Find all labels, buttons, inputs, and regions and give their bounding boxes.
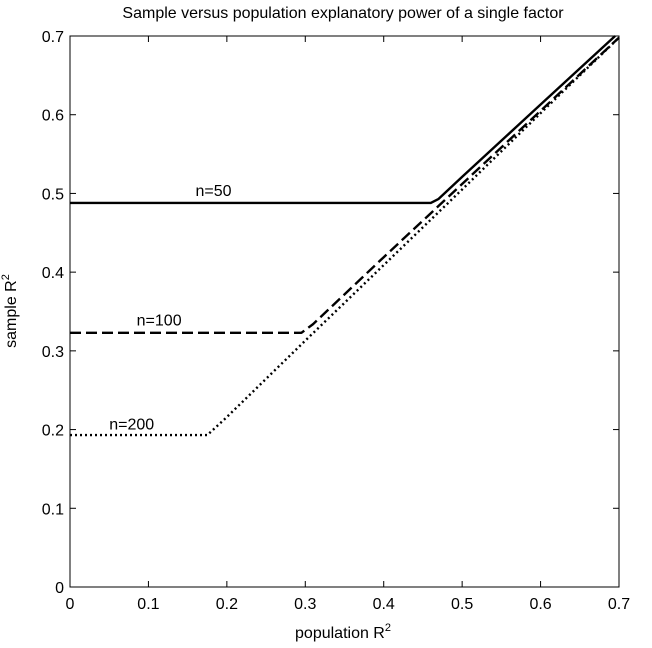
- x-axis-ticks: 0 0.1 0.2 0.3 0.4 0.5 0.6 0.7: [66, 36, 630, 613]
- y-tick-label: 0.7: [42, 29, 64, 46]
- y-axis-ticks: 0 0.1 0.2 0.3 0.4 0.5 0.6 0.7: [42, 29, 619, 597]
- x-tick-label: 0: [66, 596, 75, 613]
- y-tick-label: 0: [55, 580, 64, 597]
- series-annotation: n=100: [137, 313, 182, 330]
- series-line-solid: [70, 35, 616, 205]
- plot-area: [69, 35, 620, 588]
- y-tick-label: 0.3: [42, 344, 64, 361]
- y-tick-label: 0.4: [42, 265, 64, 282]
- y-tick-label: 0.1: [42, 501, 64, 518]
- series-line-dotted: [70, 36, 620, 437]
- x-tick-label: 0.1: [137, 596, 159, 613]
- y-axis-label: sample R2: [0, 274, 20, 348]
- series-group: [70, 35, 620, 437]
- x-tick-label: 0.3: [294, 596, 316, 613]
- annotation-group: n=50 n=100 n=200: [109, 183, 231, 434]
- x-axis-label: population R2: [295, 622, 391, 642]
- y-tick-label: 0.6: [42, 108, 64, 125]
- x-tick-label: 0.2: [216, 596, 238, 613]
- y-tick-label: 0.5: [42, 186, 64, 203]
- series-line-dashed: [70, 36, 620, 334]
- series-annotation: n=200: [109, 417, 154, 434]
- chart-title: Sample versus population explanatory pow…: [122, 5, 564, 22]
- x-tick-label: 0.6: [529, 596, 551, 613]
- x-tick-label: 0.5: [451, 596, 473, 613]
- y-tick-label: 0.2: [42, 423, 64, 440]
- x-tick-label: 0.4: [373, 596, 395, 613]
- x-tick-label: 0.7: [608, 596, 630, 613]
- series-annotation: n=50: [195, 183, 231, 200]
